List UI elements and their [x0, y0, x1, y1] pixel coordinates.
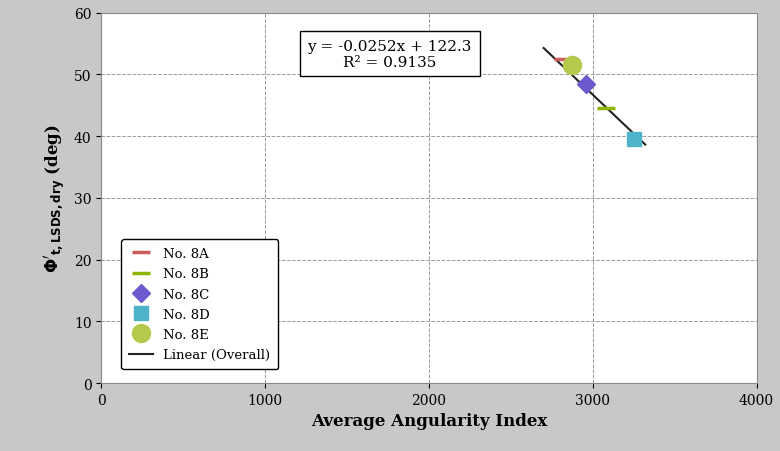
Y-axis label: $\mathbf{\Phi'_{t,LSDS,dry}}$ (deg): $\mathbf{\Phi'_{t,LSDS,dry}}$ (deg) — [44, 124, 69, 273]
Legend: No. 8A, No. 8B, No. 8C, No. 8D, No. 8E, Linear (Overall): No. 8A, No. 8B, No. 8C, No. 8D, No. 8E, … — [121, 239, 278, 369]
Text: y = -0.0252x + 122.3
R² = 0.9135: y = -0.0252x + 122.3 R² = 0.9135 — [307, 39, 472, 69]
X-axis label: Average Angularity Index: Average Angularity Index — [311, 413, 547, 429]
